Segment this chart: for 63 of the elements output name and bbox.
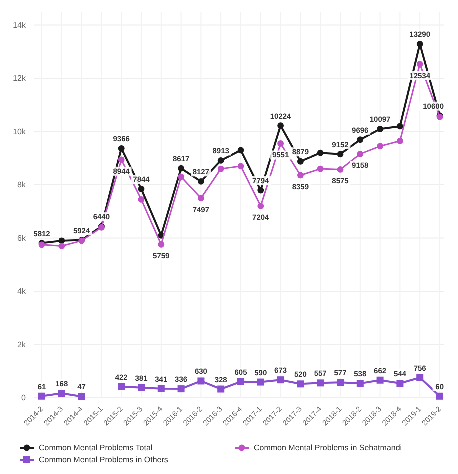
point bbox=[297, 380, 304, 388]
y-tick-label: 8k bbox=[18, 180, 27, 190]
point bbox=[376, 376, 384, 384]
point bbox=[78, 393, 86, 400]
point bbox=[337, 379, 344, 386]
point bbox=[257, 378, 264, 386]
point bbox=[218, 166, 224, 172]
legend-label: Common Mental Problems Total bbox=[39, 444, 153, 453]
point bbox=[377, 126, 384, 132]
point bbox=[238, 163, 244, 170]
point bbox=[357, 136, 364, 144]
point bbox=[238, 378, 244, 386]
point bbox=[317, 380, 324, 387]
legend-label: Common Mental Problems in Sehatmandi bbox=[254, 444, 402, 453]
point bbox=[178, 165, 184, 172]
point bbox=[278, 140, 284, 147]
point bbox=[416, 374, 424, 382]
point bbox=[198, 178, 204, 185]
point bbox=[218, 158, 224, 164]
point bbox=[356, 380, 364, 388]
y-tick-label: 2k bbox=[18, 340, 27, 350]
point bbox=[138, 196, 145, 203]
point bbox=[317, 150, 324, 156]
point bbox=[138, 384, 145, 392]
point bbox=[38, 392, 46, 400]
point bbox=[118, 145, 125, 152]
y-tick-label: 6k bbox=[18, 234, 27, 243]
point bbox=[397, 123, 404, 130]
point bbox=[396, 380, 404, 388]
point bbox=[416, 41, 424, 48]
point bbox=[298, 158, 304, 165]
point bbox=[357, 151, 364, 158]
point bbox=[118, 156, 125, 164]
point bbox=[258, 187, 264, 194]
y-tick-label: 10k bbox=[13, 127, 27, 136]
point bbox=[317, 166, 324, 172]
point bbox=[416, 61, 424, 68]
legend-label: Common Mental Problems in Others bbox=[39, 456, 168, 465]
point bbox=[178, 386, 185, 393]
y-tick-label: 14k bbox=[13, 20, 27, 30]
y-tick-label: 4k bbox=[18, 287, 27, 296]
point bbox=[377, 143, 384, 150]
point bbox=[198, 378, 205, 385]
point bbox=[58, 243, 66, 250]
point bbox=[397, 138, 404, 144]
y-tick-label: 12k bbox=[13, 74, 27, 84]
point bbox=[158, 241, 165, 248]
point bbox=[218, 386, 225, 393]
point bbox=[298, 172, 304, 179]
point bbox=[278, 122, 284, 130]
point bbox=[198, 195, 204, 202]
y-tick-label: 0 bbox=[22, 394, 27, 403]
point bbox=[138, 186, 145, 192]
point bbox=[158, 385, 165, 392]
point bbox=[436, 392, 444, 400]
point bbox=[337, 151, 344, 158]
point bbox=[238, 147, 244, 154]
point bbox=[277, 376, 284, 384]
point bbox=[178, 174, 184, 180]
point bbox=[258, 203, 264, 210]
point bbox=[118, 383, 126, 390]
point bbox=[58, 390, 66, 398]
point bbox=[337, 166, 344, 173]
